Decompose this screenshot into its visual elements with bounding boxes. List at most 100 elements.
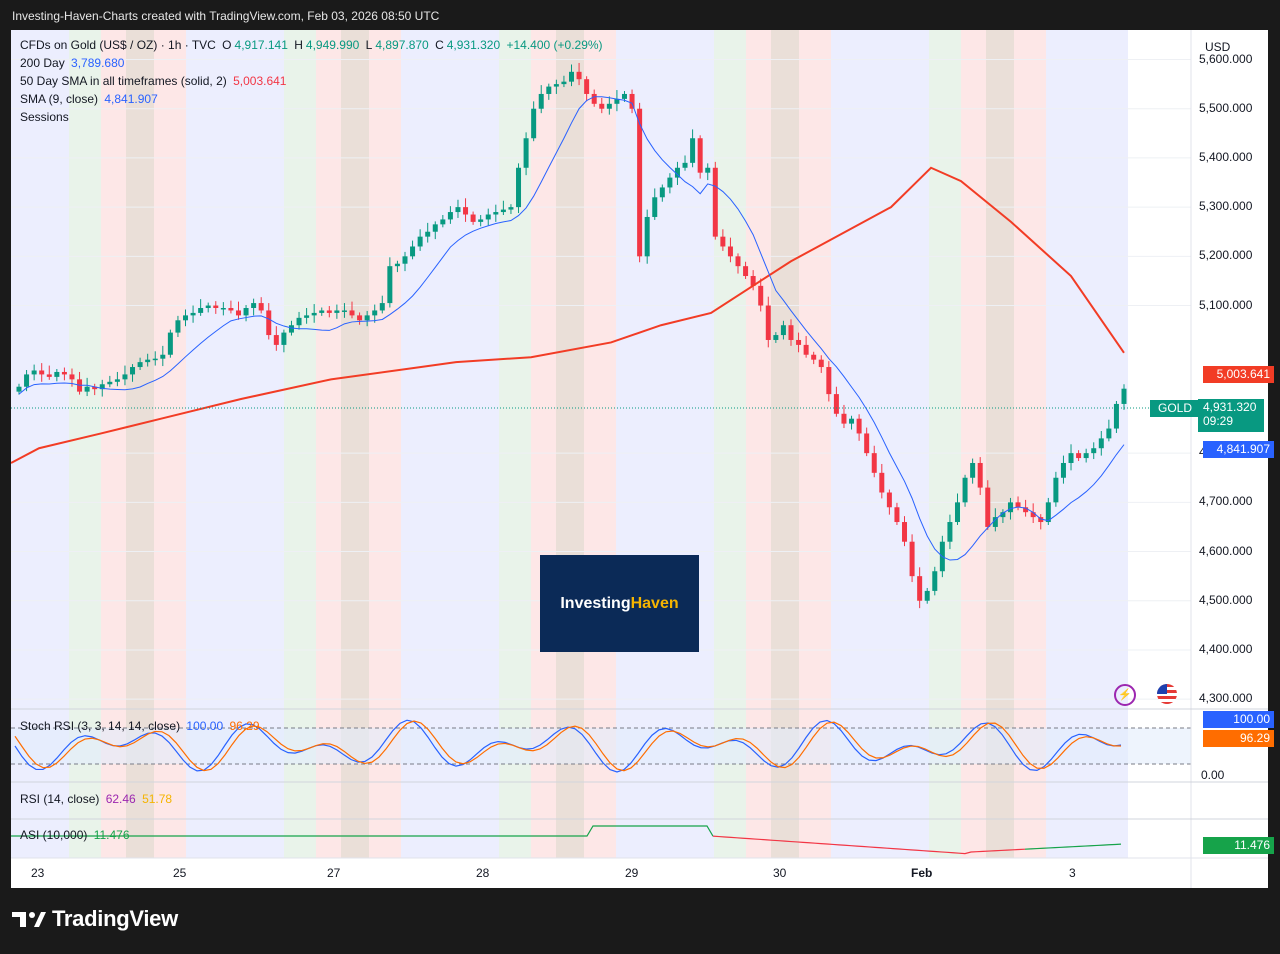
- candle-body: [629, 93, 635, 109]
- bar-countdown: 09:29: [1203, 414, 1234, 428]
- candle-body: [970, 462, 976, 478]
- rsi-label: RSI (14, close): [20, 792, 100, 806]
- candle-body: [1007, 502, 1013, 513]
- tradingview-footer[interactable]: TradingView: [12, 906, 178, 932]
- currency-label[interactable]: USD: [1205, 40, 1231, 54]
- candle-body: [470, 214, 476, 222]
- candle-body: [667, 177, 673, 188]
- candle-body: [591, 93, 597, 104]
- high-label: H: [294, 38, 303, 52]
- candle-body: [811, 354, 817, 360]
- session-band: [771, 30, 799, 858]
- rsi-legend[interactable]: RSI (14, close) 62.46 51.78: [20, 792, 175, 806]
- session-band: [369, 30, 401, 858]
- price-tick-label: 5,400.000: [1199, 149, 1253, 164]
- candle-body: [24, 374, 30, 387]
- session-band: [1086, 30, 1128, 858]
- candle-body: [1038, 517, 1044, 523]
- candle-body: [183, 315, 189, 321]
- logo-stem: [20, 912, 26, 927]
- candle-body: [614, 98, 620, 104]
- sma200-legend[interactable]: 200 Day 3,789.680: [20, 56, 127, 70]
- candle-body: [288, 325, 294, 333]
- session-band: [1046, 30, 1086, 858]
- candle-body: [387, 266, 393, 304]
- candle-body: [1113, 403, 1119, 429]
- stoch-d-value: 96.29: [229, 719, 260, 733]
- candle-body: [569, 71, 574, 82]
- candle-body: [372, 310, 378, 316]
- candle-body: [304, 315, 310, 318]
- last-price-value: 4,931.320: [1203, 400, 1257, 414]
- candle-body: [788, 325, 794, 340]
- candle-body: [909, 541, 915, 577]
- candle-body: [750, 276, 756, 286]
- price-tick-label: 4,700.000: [1199, 494, 1253, 509]
- chart-caption: Investing-Haven-Charts created with Trad…: [12, 9, 440, 23]
- candle-body: [364, 315, 370, 321]
- session-band: [871, 30, 929, 858]
- low-value: 4,897.870: [375, 38, 429, 52]
- asi-legend[interactable]: ASI (10,000) 11.476: [20, 828, 133, 842]
- session-band: [616, 30, 656, 858]
- candle-body: [902, 522, 908, 542]
- candle-body: [228, 307, 234, 311]
- candle-body: [553, 84, 559, 87]
- candle-body: [145, 359, 151, 363]
- symbol-name[interactable]: CFDs on Gold (US$ / OZ) · 1h · TVC: [20, 38, 216, 52]
- candle-body: [493, 212, 499, 215]
- investinghaven-logo: Investing Haven: [540, 555, 699, 652]
- session-band: [284, 30, 316, 858]
- price-tick-label: 5,500.000: [1199, 100, 1253, 115]
- sessions-legend[interactable]: Sessions: [20, 110, 72, 124]
- candle-body: [61, 371, 67, 375]
- candle-body: [1121, 388, 1127, 404]
- us-flag-icon[interactable]: [1157, 684, 1177, 704]
- low-label: L: [365, 38, 373, 52]
- candle-body: [690, 138, 696, 163]
- lightning-icon[interactable]: ⚡: [1114, 684, 1136, 706]
- asi-value: 11.476: [93, 828, 130, 842]
- asi-tag: 11.476: [1203, 837, 1274, 854]
- candle-body: [985, 487, 991, 527]
- candle-body: [712, 167, 718, 237]
- candle-body: [311, 312, 317, 316]
- candle-body: [417, 236, 423, 247]
- candle-body: [190, 312, 196, 316]
- chart-frame[interactable]: USD 5,600.000 5,500.000 5,400.000 5,300.000…: [11, 30, 1274, 888]
- candle-body: [357, 315, 363, 321]
- candle-body: [538, 93, 544, 109]
- stoch-axis-zero: 0.00: [1201, 768, 1225, 782]
- session-band: [929, 30, 961, 858]
- candle-body: [1015, 502, 1021, 508]
- candle-body: [31, 370, 37, 375]
- candle-body: [16, 386, 22, 392]
- flag-canton: [1157, 684, 1167, 694]
- time-tick-label: 3: [1069, 866, 1076, 880]
- sma9-legend[interactable]: SMA (9, close) 4,841.907: [20, 92, 161, 106]
- candle-body: [39, 370, 45, 375]
- candle-body: [871, 453, 877, 473]
- session-band: [126, 30, 154, 858]
- candle-body: [349, 310, 355, 316]
- candle-body: [92, 386, 98, 390]
- candle-body: [727, 246, 733, 257]
- time-tick-label: Feb: [911, 866, 933, 880]
- candle-body: [1030, 512, 1036, 518]
- candle-body: [894, 507, 900, 523]
- stoch-legend[interactable]: Stoch RSI (3, 3, 14, 14, close) 100.00 9…: [20, 719, 263, 733]
- main-chart-svg[interactable]: [11, 30, 1268, 888]
- sma200-value: 3,789.680: [71, 56, 125, 70]
- sma50-legend[interactable]: 50 Day SMA in all timeframes (solid, 2) …: [20, 74, 289, 88]
- candle-body: [54, 371, 60, 377]
- candle-body: [130, 367, 136, 375]
- symbol-legend[interactable]: CFDs on Gold (US$ / OZ) · 1h · TVC O 4,91…: [20, 38, 606, 52]
- candle-body: [402, 256, 408, 264]
- session-band: [986, 30, 1014, 858]
- session-band: [341, 30, 369, 858]
- price-tick-label: 4,300.000: [1199, 691, 1253, 706]
- stoch-d-line: [14, 720, 1122, 772]
- candle-body: [697, 138, 703, 173]
- session-band: [154, 30, 186, 858]
- candle-body: [879, 472, 885, 493]
